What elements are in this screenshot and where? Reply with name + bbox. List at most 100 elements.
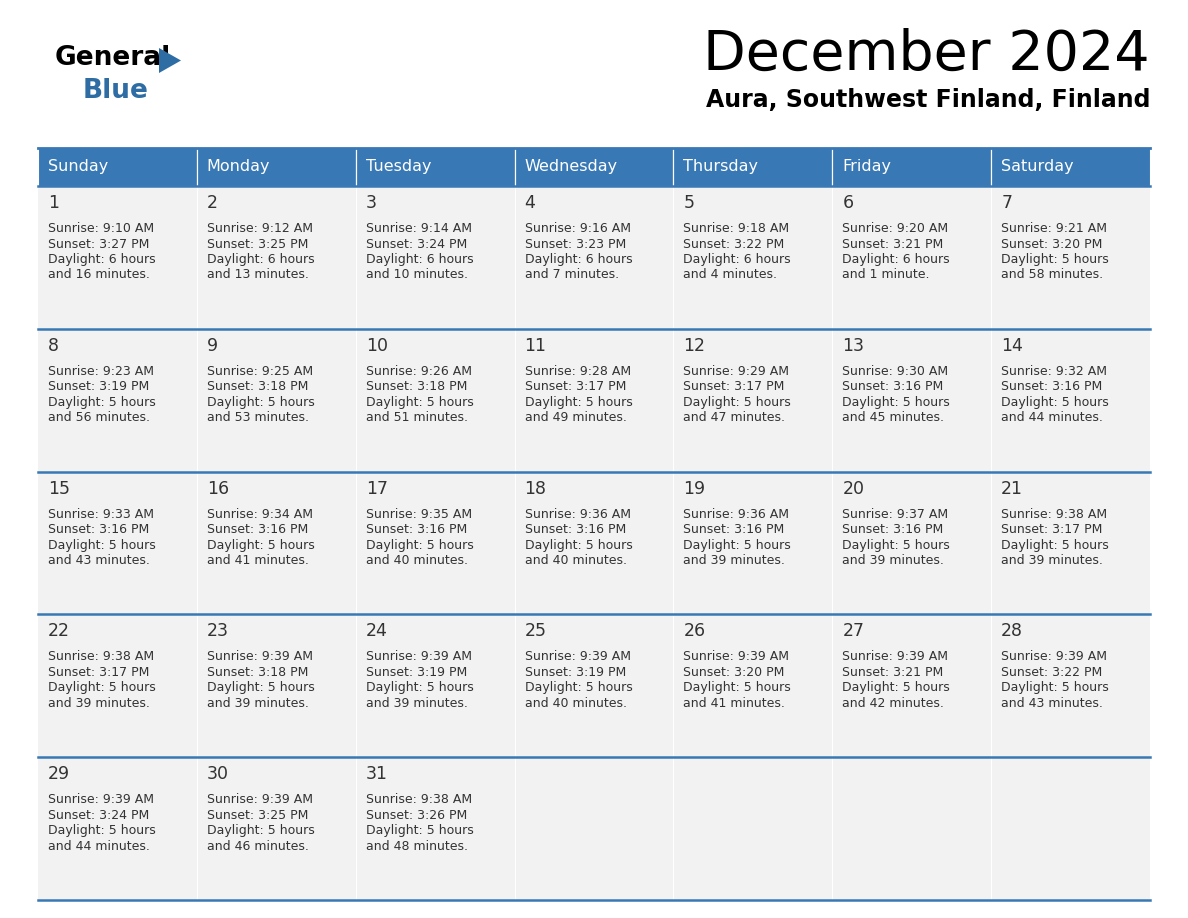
Text: Daylight: 5 hours: Daylight: 5 hours bbox=[207, 539, 315, 552]
Text: Sunset: 3:23 PM: Sunset: 3:23 PM bbox=[525, 238, 626, 251]
Bar bbox=[833, 186, 991, 329]
Text: and 39 minutes.: and 39 minutes. bbox=[842, 554, 944, 567]
Text: 1: 1 bbox=[48, 194, 59, 212]
Text: Sunset: 3:16 PM: Sunset: 3:16 PM bbox=[683, 523, 785, 536]
Bar bbox=[514, 614, 674, 757]
Text: 26: 26 bbox=[683, 622, 706, 641]
Text: Sunrise: 9:39 AM: Sunrise: 9:39 AM bbox=[525, 650, 631, 664]
Text: 8: 8 bbox=[48, 337, 59, 354]
Bar bbox=[991, 148, 1150, 186]
Text: Sunday: Sunday bbox=[48, 160, 108, 174]
Text: Monday: Monday bbox=[207, 160, 271, 174]
Bar bbox=[514, 757, 674, 900]
Text: Sunrise: 9:38 AM: Sunrise: 9:38 AM bbox=[366, 793, 472, 806]
Bar bbox=[833, 329, 991, 472]
Text: and 40 minutes.: and 40 minutes. bbox=[525, 697, 626, 710]
Text: Sunset: 3:18 PM: Sunset: 3:18 PM bbox=[207, 666, 308, 679]
Text: 19: 19 bbox=[683, 479, 706, 498]
Text: and 39 minutes.: and 39 minutes. bbox=[48, 697, 150, 710]
Text: 25: 25 bbox=[525, 622, 546, 641]
Text: 31: 31 bbox=[366, 766, 387, 783]
Text: Sunrise: 9:34 AM: Sunrise: 9:34 AM bbox=[207, 508, 312, 521]
Text: 12: 12 bbox=[683, 337, 706, 354]
Text: Sunset: 3:24 PM: Sunset: 3:24 PM bbox=[366, 238, 467, 251]
Bar bbox=[674, 472, 833, 614]
Text: Aura, Southwest Finland, Finland: Aura, Southwest Finland, Finland bbox=[706, 88, 1150, 112]
Bar bbox=[833, 757, 991, 900]
Text: and 44 minutes.: and 44 minutes. bbox=[1001, 411, 1102, 424]
Text: and 39 minutes.: and 39 minutes. bbox=[366, 697, 468, 710]
Text: Daylight: 5 hours: Daylight: 5 hours bbox=[366, 539, 474, 552]
Text: and 41 minutes.: and 41 minutes. bbox=[207, 554, 309, 567]
Text: 13: 13 bbox=[842, 337, 865, 354]
Text: Sunset: 3:19 PM: Sunset: 3:19 PM bbox=[525, 666, 626, 679]
Bar bbox=[833, 614, 991, 757]
Bar bbox=[197, 472, 355, 614]
Text: and 7 minutes.: and 7 minutes. bbox=[525, 268, 619, 282]
Text: Sunrise: 9:14 AM: Sunrise: 9:14 AM bbox=[366, 222, 472, 235]
Text: Sunset: 3:22 PM: Sunset: 3:22 PM bbox=[683, 238, 785, 251]
Text: 5: 5 bbox=[683, 194, 695, 212]
Text: and 39 minutes.: and 39 minutes. bbox=[683, 554, 785, 567]
Text: and 51 minutes.: and 51 minutes. bbox=[366, 411, 468, 424]
Text: Daylight: 5 hours: Daylight: 5 hours bbox=[366, 681, 474, 694]
Text: and 10 minutes.: and 10 minutes. bbox=[366, 268, 468, 282]
Text: Sunset: 3:18 PM: Sunset: 3:18 PM bbox=[366, 380, 467, 393]
Text: and 40 minutes.: and 40 minutes. bbox=[525, 554, 626, 567]
Bar bbox=[991, 472, 1150, 614]
Text: Sunrise: 9:32 AM: Sunrise: 9:32 AM bbox=[1001, 364, 1107, 378]
Text: and 46 minutes.: and 46 minutes. bbox=[207, 840, 309, 853]
Text: Daylight: 5 hours: Daylight: 5 hours bbox=[525, 396, 632, 409]
Text: Daylight: 5 hours: Daylight: 5 hours bbox=[366, 824, 474, 837]
Text: Daylight: 6 hours: Daylight: 6 hours bbox=[842, 253, 950, 266]
Bar bbox=[514, 148, 674, 186]
Text: Sunset: 3:21 PM: Sunset: 3:21 PM bbox=[842, 238, 943, 251]
Text: 18: 18 bbox=[525, 479, 546, 498]
Bar bbox=[197, 186, 355, 329]
Text: and 4 minutes.: and 4 minutes. bbox=[683, 268, 777, 282]
Text: 7: 7 bbox=[1001, 194, 1012, 212]
Text: 6: 6 bbox=[842, 194, 853, 212]
Bar bbox=[355, 757, 514, 900]
Bar bbox=[514, 472, 674, 614]
Text: Sunset: 3:16 PM: Sunset: 3:16 PM bbox=[48, 523, 150, 536]
Text: Daylight: 5 hours: Daylight: 5 hours bbox=[1001, 539, 1108, 552]
Text: General: General bbox=[55, 45, 171, 71]
Bar bbox=[355, 148, 514, 186]
Text: Daylight: 5 hours: Daylight: 5 hours bbox=[525, 539, 632, 552]
Text: Daylight: 5 hours: Daylight: 5 hours bbox=[366, 396, 474, 409]
Text: 10: 10 bbox=[366, 337, 387, 354]
Text: and 49 minutes.: and 49 minutes. bbox=[525, 411, 626, 424]
Text: 29: 29 bbox=[48, 766, 70, 783]
Text: Sunset: 3:19 PM: Sunset: 3:19 PM bbox=[366, 666, 467, 679]
Text: Friday: Friday bbox=[842, 160, 891, 174]
Text: Sunrise: 9:39 AM: Sunrise: 9:39 AM bbox=[48, 793, 154, 806]
Text: and 43 minutes.: and 43 minutes. bbox=[1001, 697, 1102, 710]
Text: Sunset: 3:24 PM: Sunset: 3:24 PM bbox=[48, 809, 150, 822]
Text: Sunrise: 9:16 AM: Sunrise: 9:16 AM bbox=[525, 222, 631, 235]
Text: Daylight: 5 hours: Daylight: 5 hours bbox=[1001, 253, 1108, 266]
Text: Sunset: 3:16 PM: Sunset: 3:16 PM bbox=[1001, 380, 1102, 393]
Bar bbox=[991, 757, 1150, 900]
Text: Sunset: 3:22 PM: Sunset: 3:22 PM bbox=[1001, 666, 1102, 679]
Text: Sunrise: 9:33 AM: Sunrise: 9:33 AM bbox=[48, 508, 154, 521]
Text: Sunset: 3:17 PM: Sunset: 3:17 PM bbox=[683, 380, 785, 393]
Bar bbox=[833, 472, 991, 614]
Text: Sunrise: 9:39 AM: Sunrise: 9:39 AM bbox=[366, 650, 472, 664]
Text: Sunset: 3:26 PM: Sunset: 3:26 PM bbox=[366, 809, 467, 822]
Text: 30: 30 bbox=[207, 766, 229, 783]
Bar bbox=[38, 329, 197, 472]
Text: Daylight: 5 hours: Daylight: 5 hours bbox=[525, 681, 632, 694]
Text: and 48 minutes.: and 48 minutes. bbox=[366, 840, 468, 853]
Text: Sunset: 3:16 PM: Sunset: 3:16 PM bbox=[207, 523, 308, 536]
Text: and 58 minutes.: and 58 minutes. bbox=[1001, 268, 1104, 282]
Text: Sunrise: 9:26 AM: Sunrise: 9:26 AM bbox=[366, 364, 472, 378]
Text: Daylight: 5 hours: Daylight: 5 hours bbox=[48, 539, 156, 552]
Text: Sunrise: 9:38 AM: Sunrise: 9:38 AM bbox=[1001, 508, 1107, 521]
Bar bbox=[514, 186, 674, 329]
Text: Thursday: Thursday bbox=[683, 160, 758, 174]
Bar bbox=[674, 186, 833, 329]
Text: Sunset: 3:17 PM: Sunset: 3:17 PM bbox=[48, 666, 150, 679]
Text: 9: 9 bbox=[207, 337, 217, 354]
Text: 2: 2 bbox=[207, 194, 217, 212]
